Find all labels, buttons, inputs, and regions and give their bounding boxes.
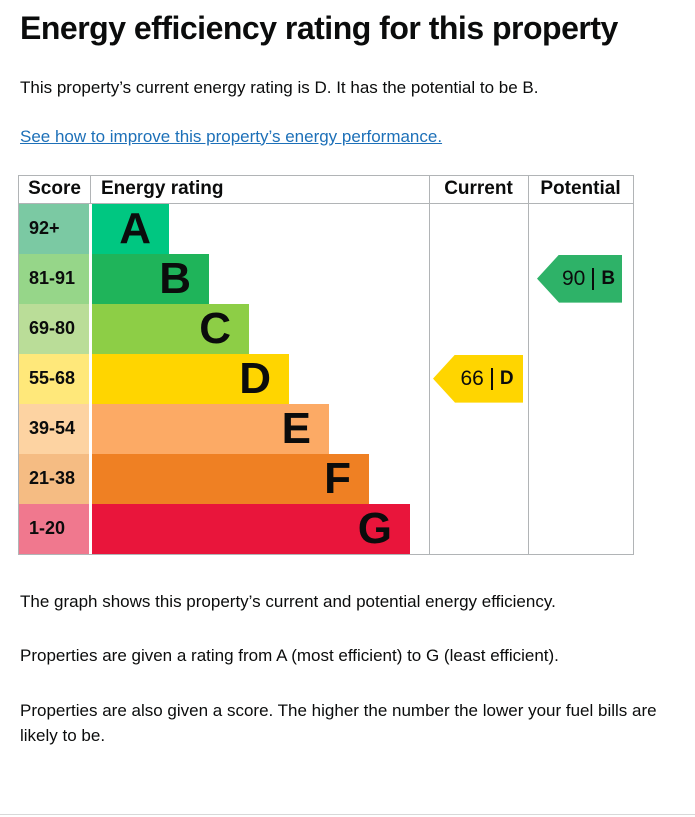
potential-column-header: Potential	[540, 178, 621, 200]
energy-rating-column-header: Energy rating	[101, 178, 224, 200]
band-row: 21-38 F	[19, 453, 429, 504]
band-bar: A	[92, 203, 169, 254]
band-score-cell: 92+	[19, 203, 89, 254]
band-bar: F	[92, 453, 369, 504]
current-score: 66	[460, 366, 484, 390]
band-row: 39-54 E	[19, 403, 429, 454]
potential-rating-marker: 90 B	[537, 254, 622, 303]
band-score-cell: 81-91	[19, 253, 89, 304]
band-letter: B	[159, 253, 191, 303]
band-bar: E	[92, 403, 329, 454]
band-score-cell: 69-80	[19, 303, 89, 354]
marker-divider	[490, 367, 493, 390]
band-rows: 92+ A 81-91 B 69-80 C 55-68 D 39-54 E 21…	[19, 203, 429, 554]
page-content: Energy efficiency rating for this proper…	[0, 8, 695, 147]
band-score-cell: 55-68	[19, 353, 89, 404]
chart-header-row: Score Energy rating Current Potential	[19, 175, 633, 204]
band-letter: A	[119, 203, 151, 253]
graph-description-text: The graph shows this property’s current …	[20, 591, 556, 611]
band-score-cell: 21-38	[19, 453, 89, 504]
intro-text: This property’s current energy rating is…	[20, 78, 539, 97]
rating-description-text: Properties are given a rating from A (mo…	[20, 646, 559, 666]
band-row: 81-91 B	[19, 253, 429, 304]
band-row: 55-68 D	[19, 353, 429, 404]
marker-divider	[592, 267, 595, 290]
energy-rating-chart: Score Energy rating Current Potential 92…	[18, 174, 634, 555]
band-bar: D	[92, 353, 289, 404]
band-letter: F	[324, 453, 351, 503]
band-score-cell: 1-20	[19, 503, 89, 554]
current-rating-marker: 66 D	[433, 354, 523, 403]
band-letter: E	[281, 403, 311, 453]
band-bar: B	[92, 253, 209, 304]
chart-description: The graph shows this property’s current …	[0, 590, 695, 749]
page-title: Energy efficiency rating for this proper…	[20, 10, 618, 46]
band-row: 1-20 G	[19, 503, 429, 554]
band-row: 69-80 C	[19, 303, 429, 354]
current-column-divider	[429, 175, 430, 554]
band-letter: G	[357, 503, 392, 553]
score-column-header: Score	[19, 175, 91, 203]
potential-column-divider	[528, 175, 529, 554]
band-bar: C	[92, 303, 249, 354]
band-row: 92+ A	[19, 203, 429, 254]
current-band-letter: D	[499, 367, 514, 389]
band-score-cell: 39-54	[19, 403, 89, 454]
section-divider	[0, 814, 695, 815]
potential-score: 90	[561, 266, 586, 290]
potential-band-letter: B	[601, 267, 616, 289]
improve-link-wrap: See how to improve this property’s energ…	[20, 127, 675, 147]
band-letter: D	[239, 353, 271, 403]
improve-performance-link[interactable]: See how to improve this property’s energ…	[20, 126, 443, 146]
band-bar: G	[92, 503, 410, 554]
band-letter: C	[199, 303, 231, 353]
score-description-text: Properties are also given a score. The h…	[20, 700, 657, 745]
current-column-header: Current	[444, 178, 513, 200]
